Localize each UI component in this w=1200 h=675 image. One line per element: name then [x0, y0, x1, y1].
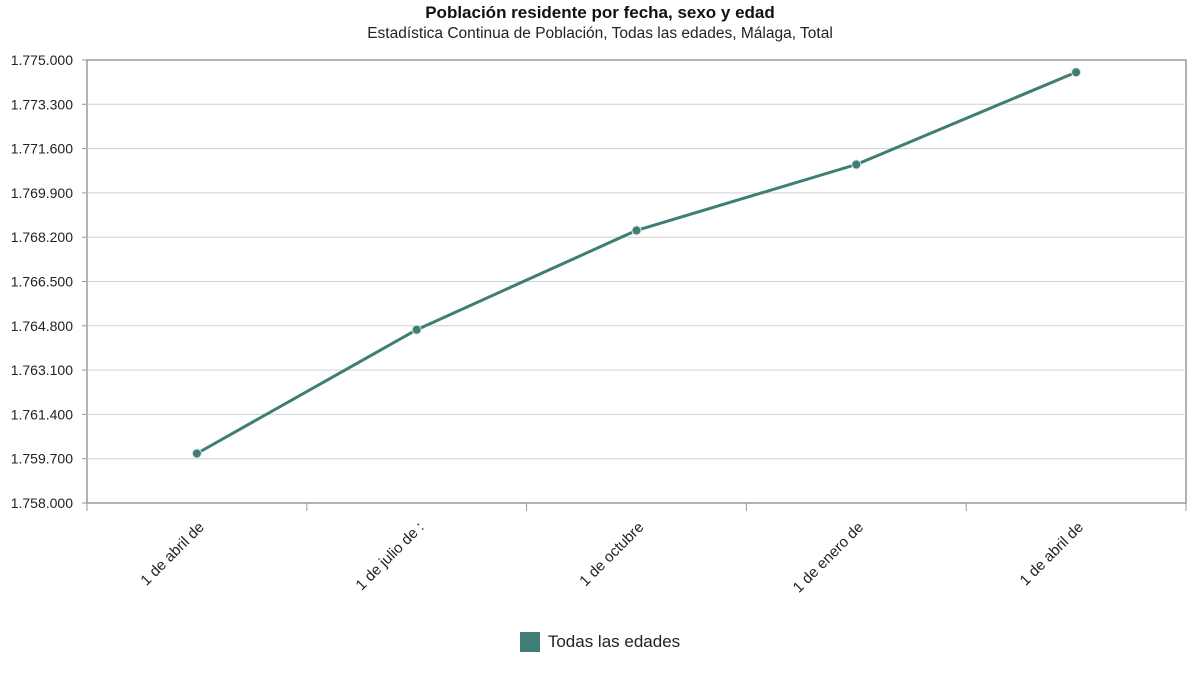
- x-tick-label: 1 de abril de: [137, 519, 207, 589]
- legend-swatch: [519, 632, 540, 652]
- y-tick-label: 1.759.700: [11, 451, 73, 467]
- y-tick-label: 1.761.400: [11, 406, 73, 422]
- y-tick-label: 1.769.900: [11, 185, 73, 201]
- y-tick-label: 1.773.300: [11, 96, 73, 112]
- x-tick-label: 1 de octubre: [576, 519, 647, 590]
- x-axis: 1 de abril de 1 de julio de : 1 de octubre…: [86, 503, 1187, 596]
- chart-title: Población residente por fecha, sexo y ed…: [425, 3, 775, 22]
- legend-label: Todas las edades: [547, 632, 681, 651]
- y-tick-label: 1.768.200: [11, 229, 73, 245]
- legend[interactable]: Todas las edades: [0, 632, 1200, 652]
- data-point[interactable]: [631, 225, 642, 236]
- data-point[interactable]: [851, 159, 862, 170]
- x-tick-label: 1 de enero de: [790, 519, 867, 596]
- y-tick-label: 1.775.000: [11, 52, 73, 68]
- data-point[interactable]: [411, 324, 422, 335]
- data-point[interactable]: [1071, 67, 1082, 78]
- y-tick-label: 1.763.100: [11, 362, 73, 378]
- x-tick-label: 1 de abril de: [1017, 519, 1087, 589]
- chart-subtitle: Estadística Continua de Población, Todas…: [367, 25, 833, 42]
- y-tick-label: 1.758.000: [11, 495, 73, 511]
- y-tick-label: 1.764.800: [11, 318, 73, 334]
- x-tick-label: 1 de julio de :: [352, 519, 427, 594]
- y-tick-label: 1.766.500: [11, 274, 73, 290]
- data-point[interactable]: [191, 448, 202, 459]
- series-points: [191, 67, 1082, 459]
- y-axis: 1.758.000 1.759.700 1.761.400 1.763.100 1.76…: [11, 52, 87, 511]
- y-tick-label: 1.771.600: [11, 141, 73, 157]
